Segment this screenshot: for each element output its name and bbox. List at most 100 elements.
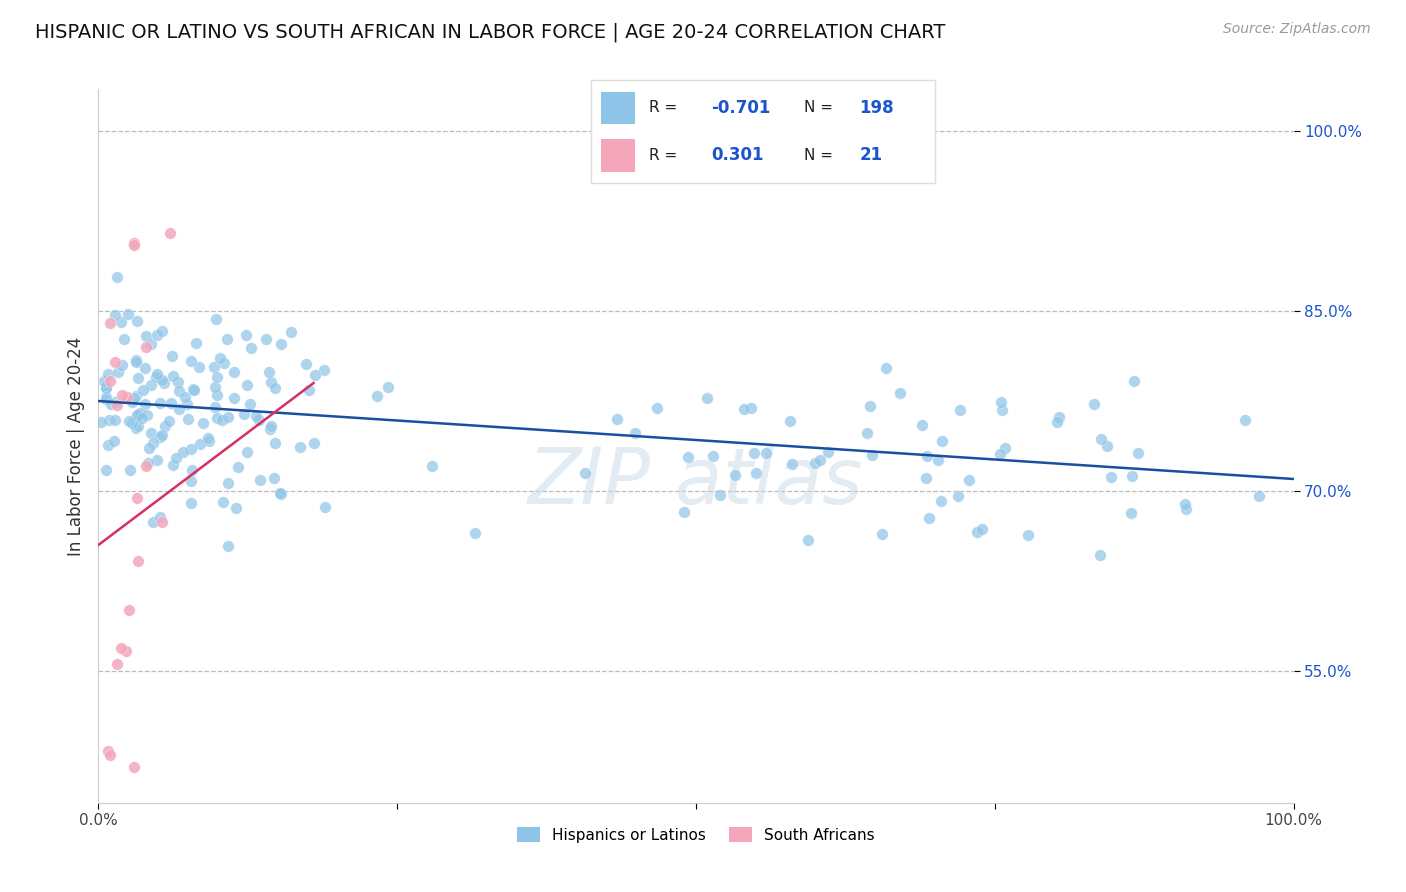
Point	[187, 359, 209, 374]
Point	[134, 397, 156, 411]
Text: -0.701: -0.701	[711, 99, 770, 117]
Point	[121, 416, 143, 430]
Point	[676, 450, 699, 464]
Point	[104, 355, 127, 369]
Point	[280, 325, 302, 339]
Point	[139, 426, 162, 441]
Point	[135, 340, 157, 354]
Point	[742, 446, 765, 460]
Point	[149, 509, 172, 524]
Point	[226, 459, 249, 474]
Point	[205, 411, 228, 425]
Point	[118, 603, 141, 617]
Point	[239, 397, 262, 411]
Point	[709, 488, 731, 502]
Point	[118, 463, 141, 477]
Point	[127, 418, 149, 433]
Point	[910, 418, 932, 433]
Point	[180, 496, 202, 510]
Point	[94, 462, 117, 476]
Point	[859, 399, 882, 413]
Bar	[600, 92, 636, 124]
Point	[222, 365, 245, 379]
Point	[724, 467, 747, 482]
Point	[197, 431, 219, 445]
Point	[167, 402, 190, 417]
Point	[125, 389, 148, 403]
Point	[808, 452, 831, 467]
Point	[90, 415, 112, 429]
Point	[153, 376, 176, 391]
Point	[927, 452, 949, 467]
Point	[856, 426, 879, 441]
Point	[191, 416, 214, 430]
Point	[180, 442, 202, 456]
Point	[127, 314, 149, 328]
Text: HISPANIC OR LATINO VS SOUTH AFRICAN IN LABOR FORCE | AGE 20-24 CORRELATION CHART: HISPANIC OR LATINO VS SOUTH AFRICAN IN L…	[35, 22, 945, 42]
Point	[1088, 549, 1111, 563]
Point	[176, 397, 198, 411]
Point	[966, 524, 988, 539]
Point	[97, 744, 120, 758]
Point	[673, 505, 696, 519]
Point	[125, 355, 148, 369]
Point	[259, 422, 281, 436]
Point	[204, 400, 226, 414]
Point	[236, 378, 259, 392]
Point	[211, 494, 233, 508]
Point	[745, 466, 768, 480]
Point	[931, 434, 953, 448]
Point	[121, 394, 143, 409]
Point	[188, 437, 211, 451]
Point	[105, 657, 128, 672]
Point	[141, 378, 163, 392]
Point	[702, 449, 724, 463]
Point	[132, 383, 155, 397]
Point	[162, 369, 184, 384]
Point	[929, 493, 952, 508]
Point	[235, 328, 257, 343]
Point	[127, 409, 149, 423]
Point	[215, 332, 238, 346]
Point	[298, 383, 321, 397]
Point	[606, 412, 628, 426]
Point	[127, 554, 149, 568]
Point	[217, 410, 239, 425]
Point	[918, 510, 941, 524]
Point	[217, 539, 239, 553]
Point	[1234, 413, 1257, 427]
Point	[990, 402, 1012, 417]
Point	[949, 403, 972, 417]
Point	[145, 370, 167, 384]
Point	[159, 395, 181, 409]
Point	[1175, 501, 1198, 516]
Point	[129, 406, 152, 420]
Point	[180, 474, 202, 488]
Point	[114, 644, 136, 658]
Point	[111, 358, 134, 372]
Point	[645, 401, 668, 416]
Point	[264, 435, 287, 450]
Point	[225, 500, 247, 515]
Point	[302, 435, 325, 450]
Point	[103, 434, 125, 449]
Point	[94, 392, 117, 406]
Point	[104, 308, 127, 322]
Point	[117, 307, 139, 321]
Point	[98, 316, 122, 330]
Point	[124, 235, 146, 250]
Point	[295, 357, 318, 371]
Point	[110, 641, 132, 656]
Point	[131, 410, 153, 425]
Point	[236, 444, 259, 458]
Legend: Hispanics or Latinos, South Africans: Hispanics or Latinos, South Africans	[510, 821, 882, 848]
Point	[105, 270, 128, 285]
Point	[125, 421, 148, 435]
Point	[127, 371, 149, 385]
Point	[988, 447, 1011, 461]
Point	[1095, 439, 1118, 453]
Point	[166, 375, 188, 389]
Point	[125, 353, 148, 368]
Point	[796, 533, 818, 547]
Point	[304, 368, 326, 382]
